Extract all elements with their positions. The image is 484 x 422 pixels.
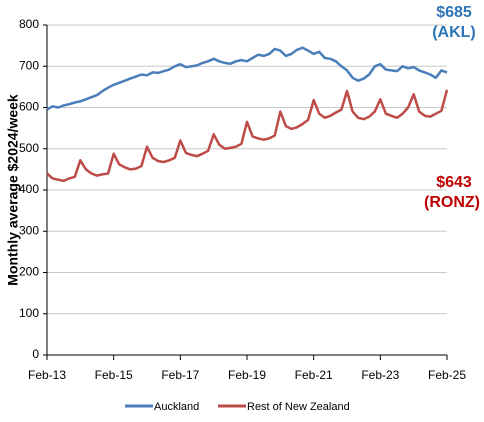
x-tick-label: Feb-15	[95, 368, 133, 382]
y-tick-label: 700	[19, 58, 39, 72]
x-tick-label: Feb-25	[428, 368, 466, 382]
y-tick-label: 800	[19, 17, 39, 31]
x-tick-label: Feb-17	[161, 368, 199, 382]
y-tick-label: 600	[19, 100, 39, 114]
annotation: (AKL)	[432, 24, 476, 41]
y-axis-label: Monthly average $2024/week	[5, 94, 21, 286]
y-tick-label: 200	[19, 265, 39, 279]
x-tick-label: Feb-21	[295, 368, 333, 382]
annotation: $685	[436, 4, 472, 21]
x-tick-label: Feb-13	[28, 368, 66, 382]
x-tick-label: Feb-19	[228, 368, 266, 382]
series-line	[46, 89, 449, 183]
y-tick-label: 0	[32, 347, 39, 361]
annotation: $643	[436, 174, 472, 191]
y-tick-label: 500	[19, 141, 39, 155]
y-tick-label: 100	[19, 306, 39, 320]
x-tick-label: Feb-23	[361, 368, 399, 382]
y-tick-label: 400	[19, 182, 39, 196]
annotation: (RONZ)	[424, 194, 480, 211]
y-tick-label: 300	[19, 223, 39, 237]
legend-label: Rest of New Zealand	[247, 401, 350, 413]
series-line	[46, 46, 448, 111]
legend-label: Auckland	[154, 401, 199, 413]
